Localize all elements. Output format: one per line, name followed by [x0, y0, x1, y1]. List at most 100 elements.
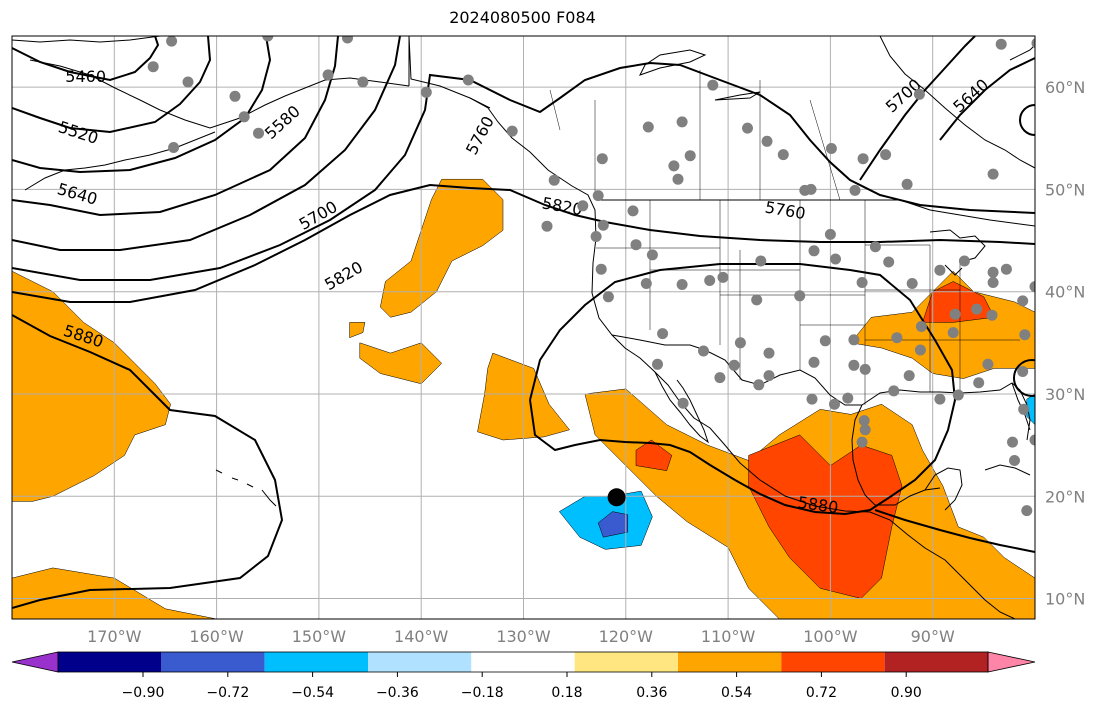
- station-dot: [856, 436, 868, 448]
- station-dot: [883, 256, 895, 268]
- colorbar-tick-label: −0.72: [206, 685, 249, 701]
- station-dot: [707, 79, 719, 91]
- station-dot: [880, 149, 892, 161]
- station-dot: [698, 345, 709, 357]
- alaska-peninsula: [12, 36, 410, 129]
- station-dot: [751, 294, 763, 306]
- latitude-label: 20°N: [1045, 487, 1085, 506]
- station-dot: [934, 393, 946, 405]
- station-dot: [147, 61, 159, 73]
- station-dot: [734, 337, 746, 349]
- station-dot: [805, 183, 817, 195]
- station-dot: [987, 168, 999, 180]
- longitude-label: 140°W: [394, 627, 449, 646]
- colorbar-segment: [264, 652, 368, 672]
- station-dot: [958, 255, 970, 267]
- station-dot: [1017, 366, 1029, 377]
- station-dot: [849, 184, 861, 196]
- latitude-label: 10°N: [1045, 590, 1085, 609]
- station-markers: [147, 36, 1035, 517]
- station-dot: [914, 344, 926, 356]
- station-dot: [763, 347, 775, 359]
- station-dot: [420, 86, 432, 98]
- station-dot: [253, 127, 264, 139]
- station-dot: [652, 358, 663, 370]
- colorbar-tick-label: −0.36: [376, 685, 419, 701]
- station-dot: [646, 249, 658, 261]
- station-dot: [728, 359, 740, 371]
- colorbar-tick-label: −0.90: [122, 685, 165, 701]
- station-dot: [1029, 281, 1035, 293]
- station-dot: [777, 149, 789, 161]
- station-dot: [1031, 38, 1035, 49]
- longitude-label: 90°W: [911, 627, 955, 646]
- station-dot: [971, 303, 983, 315]
- station-dot: [903, 370, 915, 382]
- great-lakes: [929, 229, 986, 276]
- station-dot: [1018, 403, 1030, 415]
- station-dot: [577, 200, 589, 212]
- contour-5700: [12, 36, 401, 251]
- contour-low-east: [1019, 104, 1035, 136]
- station-dot: [973, 377, 985, 389]
- station-dot: [462, 74, 474, 86]
- station-dot: [182, 76, 194, 88]
- contour-5880-west: [12, 314, 284, 609]
- us-state-lines: [596, 200, 1020, 405]
- canada-province-lines: [549, 70, 841, 201]
- station-dot: [829, 398, 840, 410]
- us-canada-border: [596, 199, 1035, 227]
- station-dot: [857, 153, 869, 165]
- station-dot: [590, 231, 602, 242]
- map-frame: [11, 35, 1036, 620]
- colorbar: [11, 651, 1036, 673]
- station-dot: [830, 253, 841, 265]
- baja-california: [654, 371, 709, 444]
- station-dot: [848, 334, 860, 346]
- station-dot: [1009, 455, 1020, 466]
- station-dot: [595, 263, 607, 275]
- longitude-label: 170°W: [87, 627, 142, 646]
- station-dot: [755, 255, 767, 267]
- station-dot: [322, 69, 334, 81]
- contour-5640-east: [939, 57, 1035, 141]
- station-dot: [808, 245, 820, 257]
- station-dot: [987, 277, 999, 288]
- contour-label: 5460: [65, 67, 106, 86]
- colorbar-tick-label: 0.90: [891, 685, 922, 701]
- contour-high-gulf: [1013, 359, 1035, 397]
- station-dot: [627, 205, 639, 217]
- station-dot: [1017, 295, 1029, 307]
- latitude-label: 40°N: [1045, 283, 1085, 302]
- station-dot: [794, 290, 806, 302]
- colorbar-tick-label: 0.72: [806, 685, 837, 701]
- station-dot: [630, 239, 642, 251]
- cuba: [984, 464, 1031, 476]
- colorbar-segment: [368, 652, 472, 672]
- station-dot: [262, 36, 274, 42]
- contour-5520: [12, 36, 212, 134]
- latitude-label: 30°N: [1045, 385, 1085, 404]
- station-dot: [806, 393, 818, 405]
- station-dot: [1000, 263, 1012, 275]
- station-dot: [842, 392, 854, 404]
- station-dot: [676, 116, 688, 128]
- station-dot: [717, 271, 729, 283]
- station-dot: [676, 279, 688, 290]
- anomaly-region-0: [12, 270, 171, 502]
- station-dot: [1021, 505, 1033, 517]
- longitude-tick-labels: 170°W 160°W 150°W 140°W 130°W 120°W 110°W 100°W…: [87, 627, 955, 646]
- station-dot: [808, 356, 820, 368]
- station-dot: [238, 111, 250, 123]
- station-dot: [657, 328, 669, 340]
- station-dot: [986, 309, 998, 321]
- station-dot: [602, 291, 614, 303]
- colorbar-segment: [574, 652, 678, 672]
- station-dot: [934, 264, 946, 276]
- station-dot: [763, 370, 775, 382]
- station-dot: [987, 266, 999, 278]
- storm-marker: [607, 488, 626, 507]
- colorbar-segment: [884, 652, 988, 672]
- longitude-label: 150°W: [292, 627, 347, 646]
- alaska-canada-border: [408, 36, 491, 109]
